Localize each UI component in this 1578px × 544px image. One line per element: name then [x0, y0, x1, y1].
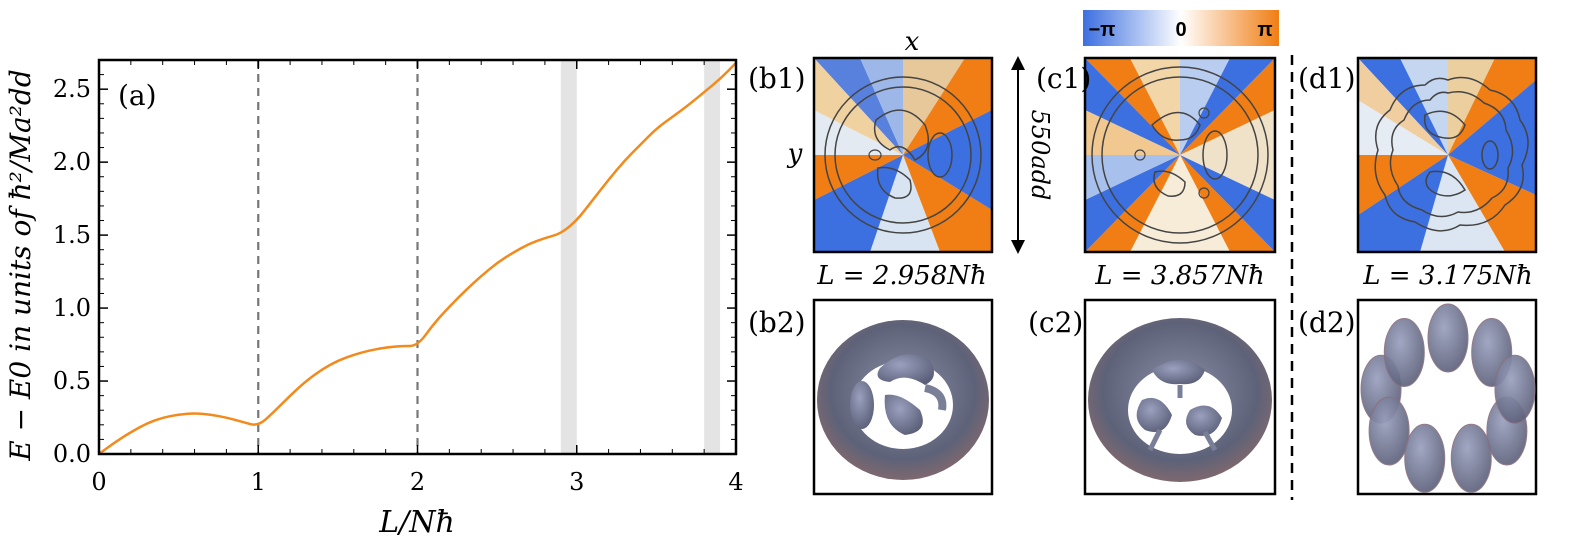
- y-tick-label: 2.5: [53, 75, 91, 103]
- panel-label-d2: (d2): [1298, 306, 1356, 339]
- panel-d1: (d1) L = 3.175Nħ: [1298, 56, 1538, 291]
- colorbar-tick-min: −π: [1089, 19, 1116, 41]
- panel-label-c1: (c1): [1036, 62, 1091, 95]
- panel-label-d1: (d1): [1298, 62, 1356, 95]
- density-blob: [1427, 303, 1469, 373]
- panel-d2: (d2): [1298, 298, 1538, 496]
- panel-label-b1: (b1): [748, 62, 806, 95]
- phase-map-c1: [1085, 58, 1275, 252]
- density-isosurface-c2: [1088, 318, 1272, 482]
- panel-label-a: (a): [118, 79, 157, 112]
- phase-map-b1: [814, 58, 992, 252]
- phase-map-d1: [1358, 58, 1536, 252]
- colorbar-gradient: [1083, 10, 1279, 46]
- colorbar-tick-max: π: [1257, 19, 1272, 41]
- colorbar-tick-mid: 0: [1175, 19, 1186, 41]
- panel-c2: (c2): [1028, 298, 1277, 496]
- density-blob: [1368, 396, 1410, 466]
- chart-a: 0 1 2 3 4 0.0 0.5 1.0 1.5 2.0 2.5 (a) L/Nħ E − E0 …: [4, 58, 744, 540]
- x-tick-label: 2: [410, 468, 425, 496]
- x-tick-label: 0: [91, 468, 106, 496]
- panel-b1: (b1) x y L = 2.958Nħ: [748, 27, 994, 291]
- y-tick-label: 1.0: [53, 294, 91, 322]
- y-tick-label: 2.0: [53, 148, 91, 176]
- density-blob: [1383, 318, 1425, 388]
- caption-d1: L = 3.175Nħ: [1362, 261, 1533, 291]
- density-isosurface-d2: [1360, 303, 1536, 493]
- y-tick-label: 0.0: [53, 440, 91, 468]
- shaded-band-0: [560, 60, 577, 454]
- caption-c1: L = 3.857Nħ: [1094, 261, 1265, 291]
- axis-ticks: 0 1 2 3 4 0.0 0.5 1.0 1.5 2.0 2.5: [53, 60, 744, 496]
- panel-c1: (c1) L = 3.857Nħ: [1036, 56, 1277, 291]
- axis-label-y: y: [787, 139, 803, 169]
- panel-label-b2: (b2): [748, 306, 806, 339]
- x-axis-label: L/Nħ: [378, 505, 455, 540]
- axis-label-x: x: [905, 27, 920, 57]
- x-tick-label: 1: [251, 468, 266, 496]
- x-tick-label: 4: [728, 468, 743, 496]
- density-blob: [1494, 354, 1536, 424]
- colorbar: −π 0 π: [1083, 10, 1279, 46]
- density-isosurface-b2: [817, 320, 989, 480]
- series-line: [98, 62, 737, 456]
- density-blob: [1404, 423, 1446, 493]
- panel-b2: (b2): [748, 298, 994, 496]
- scale-bar: 550add: [1011, 56, 1054, 254]
- panel-label-c2: (c2): [1028, 306, 1083, 339]
- y-tick-label: 1.5: [53, 221, 91, 249]
- y-tick-label: 0.5: [53, 367, 91, 395]
- x-tick-label: 3: [569, 468, 584, 496]
- y-axis-label: E − E0 in units of ħ²/Ma²dd: [4, 69, 37, 462]
- shaded-band-1: [704, 60, 721, 454]
- scale-label: 550add: [1026, 110, 1054, 201]
- dashed-vlines: [257, 60, 419, 454]
- caption-b1: L = 2.958Nħ: [816, 261, 987, 291]
- shaded-bands: [560, 60, 721, 454]
- density-blob: [1450, 423, 1492, 493]
